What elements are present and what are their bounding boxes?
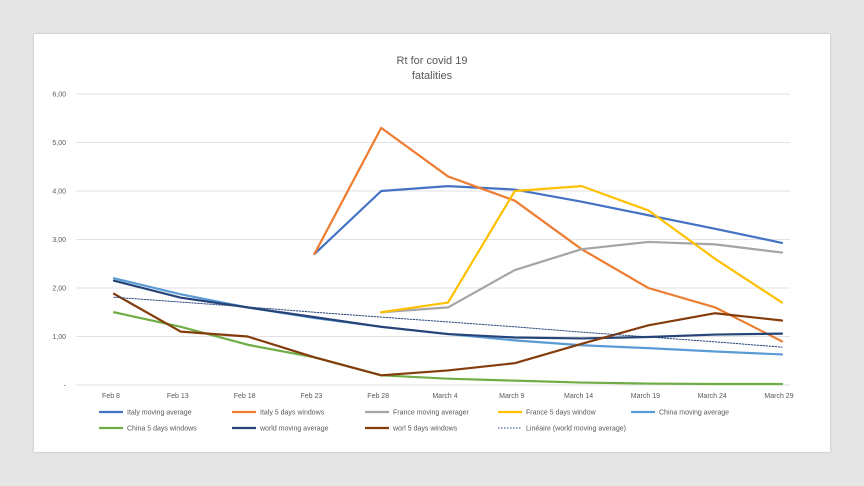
legend: Italy moving average Italy 5 days windows…	[99, 410, 729, 433]
series-line-3	[380, 240, 784, 314]
series-line-7	[112, 279, 784, 340]
x-tick-label: Feb 13	[167, 393, 189, 400]
x-tick-label: Feb 8	[102, 393, 120, 400]
series-line-4	[380, 185, 784, 314]
line-chart: Rt for covid 19 fatalities - 1,00 2,00 3,00…	[52, 55, 794, 433]
legend-entry: China moving average	[659, 410, 729, 417]
legend-entry: France moving averager	[393, 410, 470, 417]
x-tick-label: March 14	[564, 393, 593, 400]
legend-entry: China 5 days windows	[127, 426, 197, 433]
x-tick-label: Feb 28	[367, 393, 389, 400]
x-tick-label: March 24	[698, 393, 727, 400]
legend-entry: world moving average	[259, 426, 329, 433]
y-tick-label: 6,00	[52, 92, 66, 99]
x-tick-label: Feb 18	[234, 393, 256, 400]
y-tick-label: 4,00	[52, 189, 66, 196]
chart-subtitle: fatalities	[412, 70, 453, 82]
x-tick-label: March 4	[432, 393, 457, 400]
x-axis-ticks: Feb 8 Feb 13 Feb 18 Feb 23 Feb 28 March 4 Marc…	[102, 393, 794, 400]
x-tick-label: March 29	[764, 393, 793, 400]
chart-card: Rt for covid 19 fatalities - 1,00 2,00 3,00…	[34, 34, 830, 452]
gridlines	[76, 93, 790, 386]
y-tick-label: 5,00	[52, 140, 66, 147]
series-line-5	[112, 277, 784, 356]
x-tick-label: Feb 23	[301, 393, 323, 400]
y-tick-label: 1,00	[52, 334, 66, 341]
legend-entry: Linéaire (world moving average)	[526, 426, 626, 433]
y-axis-ticks: - 1,00 2,00 3,00 4,00 5,00 6,00	[52, 92, 66, 390]
legend-entry: Italy moving average	[127, 410, 192, 417]
legend-entry: France 5 days window	[526, 410, 597, 417]
series-line-2	[313, 126, 784, 343]
y-tick-label: 3,00	[52, 237, 66, 244]
series-lines	[112, 126, 784, 386]
legend-entry: worl 5 days windows	[392, 426, 458, 433]
chart-title: Rt for covid 19	[397, 55, 468, 67]
y-tick-label: -	[64, 383, 67, 390]
x-tick-label: March 19	[631, 393, 660, 400]
series-line-6	[112, 311, 784, 386]
x-tick-label: March 9	[499, 393, 524, 400]
y-tick-label: 2,00	[52, 286, 66, 293]
legend-entry: Italy 5 days windows	[260, 410, 325, 417]
series-line-9	[113, 296, 783, 348]
series-line-8	[112, 292, 784, 377]
series-line-1	[313, 185, 784, 256]
